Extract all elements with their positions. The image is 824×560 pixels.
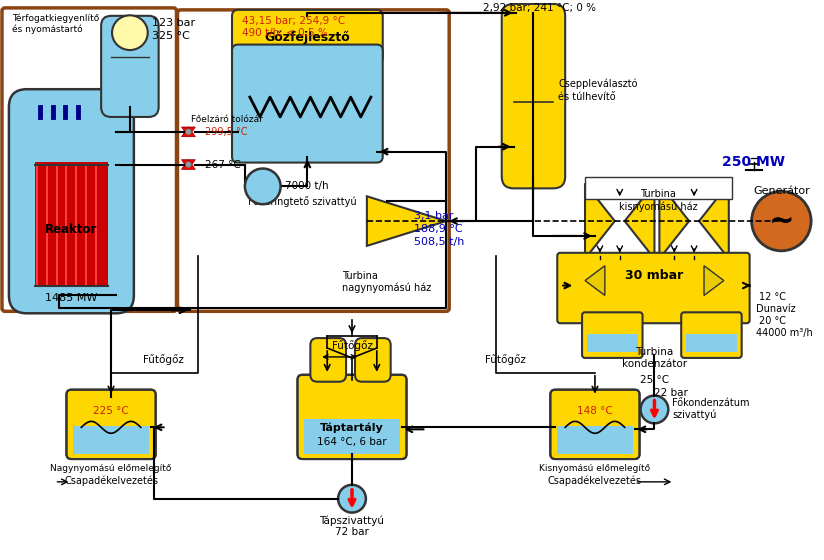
FancyBboxPatch shape [311,338,346,382]
Text: Tápszivattyú: Tápszivattyú [320,515,385,526]
Text: 148 °C: 148 °C [577,407,613,417]
Bar [35,162,108,286]
FancyBboxPatch shape [557,253,750,323]
Text: Gőzfejlesztő: Gőzfejlesztő [265,31,350,44]
Polygon shape [704,265,723,296]
Text: 2,92 bar; 241 °C; 0 %: 2,92 bar; 241 °C; 0 % [483,3,596,13]
Polygon shape [181,160,195,170]
Text: Nagynyomású előmelegítő: Nagynyomású előmelegítő [50,464,171,473]
Bar [585,178,732,199]
Bar [304,419,400,454]
Text: 22 bar: 22 bar [654,388,688,398]
FancyBboxPatch shape [9,89,133,313]
Text: Reaktor: Reaktor [45,222,97,236]
Text: Generátor: Generátor [753,186,810,197]
Text: Főkondenzátum: Főkondenzátum [672,398,750,408]
Text: 508,5 t/h: 508,5 t/h [414,237,465,247]
Circle shape [338,485,366,512]
Text: 490 t/h; < 0,5 %: 490 t/h; < 0,5 % [242,27,328,38]
Polygon shape [367,197,447,246]
Circle shape [640,395,668,423]
Polygon shape [659,184,689,259]
Polygon shape [585,265,605,296]
Text: 299,5 °C: 299,5 °C [205,127,248,137]
FancyBboxPatch shape [101,16,159,117]
Text: 43,15 bar; 254,9 °C: 43,15 bar; 254,9 °C [242,16,345,26]
FancyBboxPatch shape [681,312,742,358]
Text: szivattyú: szivattyú [672,409,717,419]
Polygon shape [181,127,195,137]
Text: ~: ~ [769,207,794,236]
Text: 188,9 °C: 188,9 °C [414,224,463,234]
Polygon shape [625,184,654,259]
Text: Csapadékelvezetés: Csapadékelvezetés [548,475,642,486]
FancyBboxPatch shape [355,338,391,382]
Ellipse shape [112,15,147,50]
Circle shape [751,192,811,251]
Text: 1485 MW: 1485 MW [45,293,97,304]
Text: Turbina
kisnyomású ház: Turbina kisnyomású ház [619,189,698,212]
Text: Térfogatkiegyenlítő: Térfogatkiegyenlítő [12,13,99,22]
Text: 7000 t/h: 7000 t/h [284,181,328,192]
Text: Kisnyomású előmelegítő: Kisnyomású előmelegítő [540,464,650,473]
Bar [557,426,633,454]
Text: és nyomástartó: és nyomástartó [12,25,82,35]
FancyBboxPatch shape [297,375,406,459]
Text: 250 MW: 250 MW [722,155,785,169]
FancyBboxPatch shape [2,8,176,311]
Bar [587,334,638,352]
Text: Turbina
nagynyomású ház: Turbina nagynyomású ház [342,270,431,293]
Text: 164 °C, 6 bar: 164 °C, 6 bar [317,437,386,447]
FancyBboxPatch shape [502,4,565,188]
Text: Cseppleválasztó: Cseppleválasztó [558,79,638,90]
Polygon shape [585,184,615,259]
Circle shape [245,169,281,204]
Text: 30 mbar: 30 mbar [625,269,684,282]
Text: 3,1 bar: 3,1 bar [414,211,454,221]
FancyBboxPatch shape [550,390,639,459]
Text: 267 °C: 267 °C [205,160,241,170]
Text: Fűtőgőz: Fűtőgőz [143,354,184,365]
Text: Főkeringtető szivattyú: Főkeringtető szivattyú [248,196,357,207]
Text: 20 °C: 20 °C [759,316,785,326]
Text: Turbina
kondenzátor: Turbina kondenzátor [622,347,687,368]
Text: 123 bar: 123 bar [152,18,194,28]
Text: Dunavíz: Dunavíz [756,304,795,314]
FancyBboxPatch shape [582,312,643,358]
Circle shape [185,162,191,167]
Text: Fűtőgőz: Fűtőgőz [331,339,372,351]
FancyBboxPatch shape [67,390,156,459]
Text: 225 °C: 225 °C [93,407,129,417]
Text: 72 bar: 72 bar [335,528,369,538]
Polygon shape [181,127,195,137]
Text: Táptartály: Táptartály [321,422,384,432]
Text: Csapadékelvezetés: Csapadékelvezetés [64,475,158,486]
Bar [73,426,149,454]
Text: 325 °C: 325 °C [152,31,190,41]
Polygon shape [699,184,728,259]
Text: Főelzáró tolózár: Főelzáró tolózár [191,115,263,124]
Text: Fűtőgőz: Fűtőgőz [485,354,527,365]
Bar [686,334,737,352]
Text: 12 °C: 12 °C [759,292,785,302]
Circle shape [185,129,191,135]
Text: 44000 m³/h: 44000 m³/h [756,328,812,338]
Text: 25 °C: 25 °C [640,375,669,385]
FancyBboxPatch shape [232,45,382,162]
FancyBboxPatch shape [232,10,382,63]
Polygon shape [181,160,195,170]
Text: és túlhevítő: és túlhevítő [558,92,616,102]
